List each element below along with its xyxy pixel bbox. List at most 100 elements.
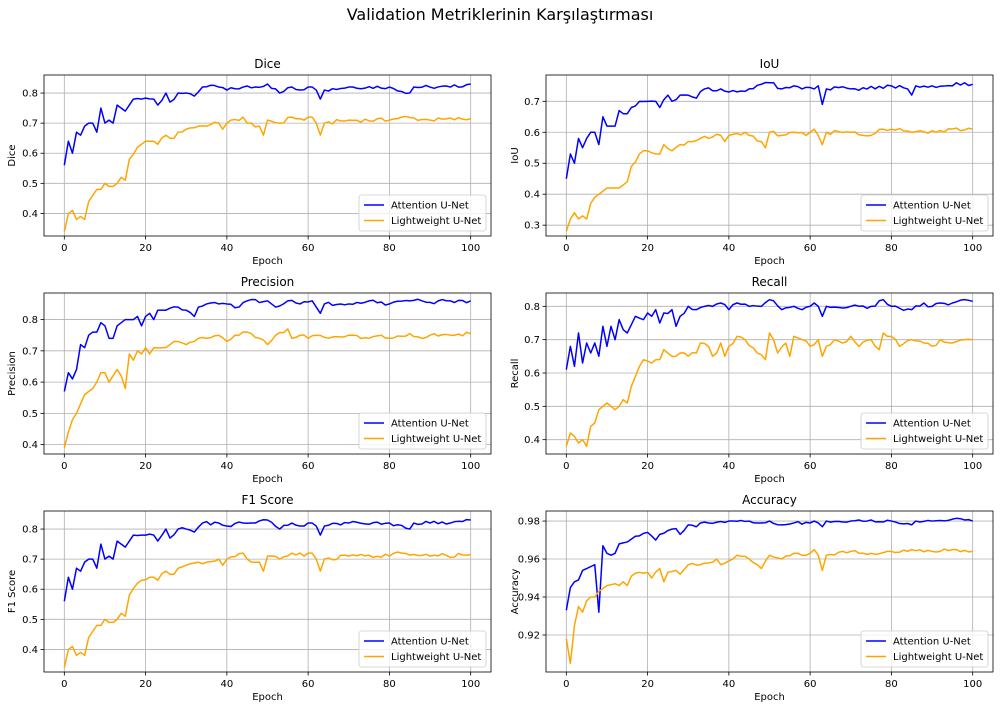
subplot-title: Dice (254, 57, 281, 71)
y-tick-label: 0.7 (22, 555, 38, 566)
subplot-title: Recall (752, 275, 788, 289)
x-tick-label: 60 (804, 679, 817, 690)
x-tick-label: 20 (641, 243, 654, 254)
series-line-attention-unet (565, 517, 973, 613)
axes-frame (43, 292, 492, 455)
legend-label: Lightweight U-Net (391, 434, 481, 445)
x-tick-label: 20 (641, 679, 654, 690)
x-tick-label: 100 (461, 461, 480, 472)
legend-box (358, 412, 487, 450)
series-line-lightweight-unet (565, 548, 973, 665)
figure-title: Validation Metriklerinin Karşılaştırması (347, 5, 654, 24)
y-tick-label: 0.98 (518, 517, 540, 528)
series-line-lightweight-unet (63, 551, 471, 668)
legend-label: Lightweight U-Net (391, 652, 481, 663)
legend-label: Attention U-Net (391, 201, 469, 212)
x-axis-label: Epoch (252, 474, 283, 485)
x-tick-label: 60 (302, 679, 315, 690)
y-tick-label: 0.4 (22, 440, 38, 451)
legend-box (860, 412, 989, 450)
x-tick-label: 40 (220, 679, 233, 690)
subplot-precision: 0 20 40 60 80 100 0.4 0.5 0.6 0.7 0.8 Precision Epoc… (7, 275, 492, 485)
legend-label: Attention U-Net (893, 637, 971, 648)
legend-box (358, 630, 487, 668)
y-tick-label: 0.92 (518, 630, 540, 641)
legend-box (358, 194, 487, 232)
x-tick-label: 80 (383, 243, 396, 254)
axes-frame (545, 74, 994, 237)
subplot-f1-score: 0 20 40 60 80 100 0.4 0.5 0.6 0.7 0.8 F1 Score Epoch… (7, 493, 492, 703)
x-tick-label: 80 (383, 461, 396, 472)
y-tick-label: 0.94 (518, 593, 540, 604)
x-tick-label: 100 (963, 679, 982, 690)
y-axis-label: Accuracy (510, 569, 521, 615)
y-axis-label: Dice (7, 144, 18, 166)
y-tick-label: 0.7 (22, 346, 38, 357)
series-line-lightweight-unet (63, 328, 471, 448)
y-tick-label: 0.6 (22, 378, 38, 389)
y-tick-label: 0.5 (524, 159, 540, 170)
series-line-lightweight-unet (63, 115, 471, 232)
series-line-attention-unet (565, 81, 973, 179)
legend-label: Lightweight U-Net (893, 652, 983, 663)
y-tick-label: 0.5 (22, 179, 38, 190)
x-tick-label: 60 (804, 243, 817, 254)
x-tick-label: 20 (139, 679, 152, 690)
legend-box (860, 194, 989, 232)
x-tick-label: 40 (220, 461, 233, 472)
x-tick-label: 0 (563, 679, 569, 690)
series-line-attention-unet (63, 518, 471, 602)
series-line-lightweight-unet (565, 332, 973, 448)
legend: Attention U-Net Lightweight U-Net (358, 630, 487, 668)
axes-frame (43, 74, 492, 237)
legend-box (860, 630, 989, 668)
y-tick-label: 0.5 (22, 409, 38, 420)
y-tick-label: 0.5 (22, 615, 38, 626)
legend: Attention U-Net Lightweight U-Net (358, 412, 487, 450)
series-line-attention-unet (565, 298, 973, 370)
y-axis-label: Precision (7, 351, 18, 396)
x-tick-label: 20 (641, 461, 654, 472)
y-tick-label: 0.8 (22, 525, 38, 536)
x-tick-label: 0 (61, 679, 67, 690)
y-tick-label: 0.7 (524, 97, 540, 108)
y-tick-label: 0.4 (22, 645, 38, 656)
x-tick-label: 0 (563, 243, 569, 254)
subplot-title: IoU (760, 57, 780, 71)
x-tick-label: 60 (302, 243, 315, 254)
x-axis-label: Epoch (754, 692, 785, 703)
y-tick-label: 0.96 (518, 555, 540, 566)
x-tick-label: 40 (220, 243, 233, 254)
x-tick-label: 60 (804, 461, 817, 472)
x-tick-label: 20 (139, 461, 152, 472)
x-tick-label: 40 (722, 243, 735, 254)
x-axis-label: Epoch (754, 474, 785, 485)
x-tick-label: 80 (885, 243, 898, 254)
y-tick-label: 0.7 (22, 119, 38, 130)
subplot-recall: 0 20 40 60 80 100 0.4 0.5 0.6 0.7 0.8 Recall Epoch Re… (510, 275, 994, 485)
x-tick-label: 0 (563, 461, 569, 472)
y-axis-label: IoU (510, 147, 521, 163)
legend-label: Attention U-Net (893, 201, 971, 212)
x-tick-label: 100 (963, 243, 982, 254)
x-tick-label: 80 (885, 679, 898, 690)
subplot-title: F1 Score (242, 493, 294, 507)
legend-label: Lightweight U-Net (893, 216, 983, 227)
y-tick-label: 0.4 (524, 435, 540, 446)
x-tick-label: 100 (963, 461, 982, 472)
x-tick-label: 100 (461, 243, 480, 254)
y-tick-label: 0.8 (524, 302, 540, 313)
x-tick-label: 0 (61, 461, 67, 472)
legend: Attention U-Net Lightweight U-Net (860, 194, 989, 232)
y-axis-label: Recall (510, 359, 521, 389)
x-tick-label: 0 (61, 243, 67, 254)
x-axis-label: Epoch (754, 256, 785, 267)
y-tick-label: 0.8 (22, 89, 38, 100)
x-axis-label: Epoch (252, 692, 283, 703)
x-tick-label: 100 (461, 679, 480, 690)
y-tick-label: 0.4 (524, 190, 540, 201)
series-line-lightweight-unet (565, 127, 973, 232)
series-line-attention-unet (63, 83, 471, 166)
x-tick-label: 80 (885, 461, 898, 472)
subplot-accuracy: 0 20 40 60 80 100 0.92 0.94 0.96 0.98 Accuracy Epoc… (510, 493, 994, 703)
